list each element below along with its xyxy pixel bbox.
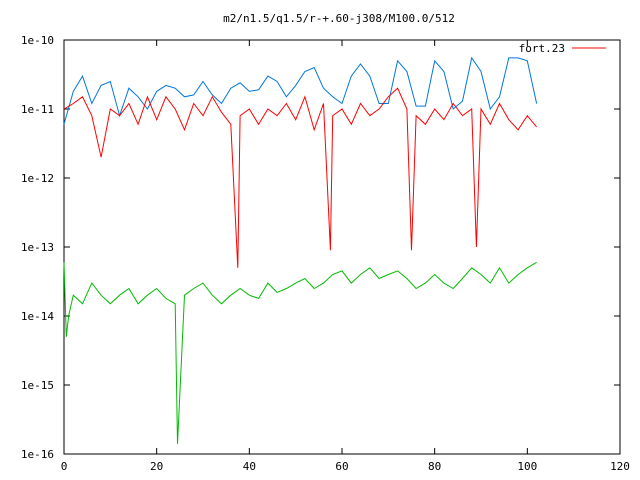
data-series: [63, 56, 538, 444]
legend: fort.23: [519, 42, 606, 55]
legend-label: fort.23: [519, 42, 565, 55]
y-tick-label: 1e-10: [21, 34, 54, 47]
chart-title: m2/n1.5/q1.5/r-+.60-j308/M100.0/512: [223, 12, 455, 25]
y-tick-label: 1e-13: [21, 241, 54, 254]
x-tick-label: 100: [517, 460, 537, 473]
x-tick-label: 60: [335, 460, 348, 473]
y-tick-label: 1e-14: [21, 310, 54, 323]
axis-ticks: 0 20 40 60 80 100 120 1e-16 1e-15 1e-14 1e-13 1e-12…: [21, 34, 630, 473]
x-tick-label: 40: [243, 460, 256, 473]
series-line-1: [63, 87, 537, 268]
y-tick-label: 1e-15: [21, 379, 54, 392]
y-tick-label: 1e-12: [21, 172, 54, 185]
y-tick-label: 1e-16: [21, 448, 54, 461]
x-tick-label: 0: [61, 460, 68, 473]
y-tick-label: 1e-11: [21, 103, 54, 116]
x-tick-label: 120: [610, 460, 630, 473]
series-line-0: [63, 56, 538, 125]
series-line-2: [63, 261, 537, 444]
x-tick-label: 20: [150, 460, 163, 473]
x-tick-label: 80: [428, 460, 441, 473]
